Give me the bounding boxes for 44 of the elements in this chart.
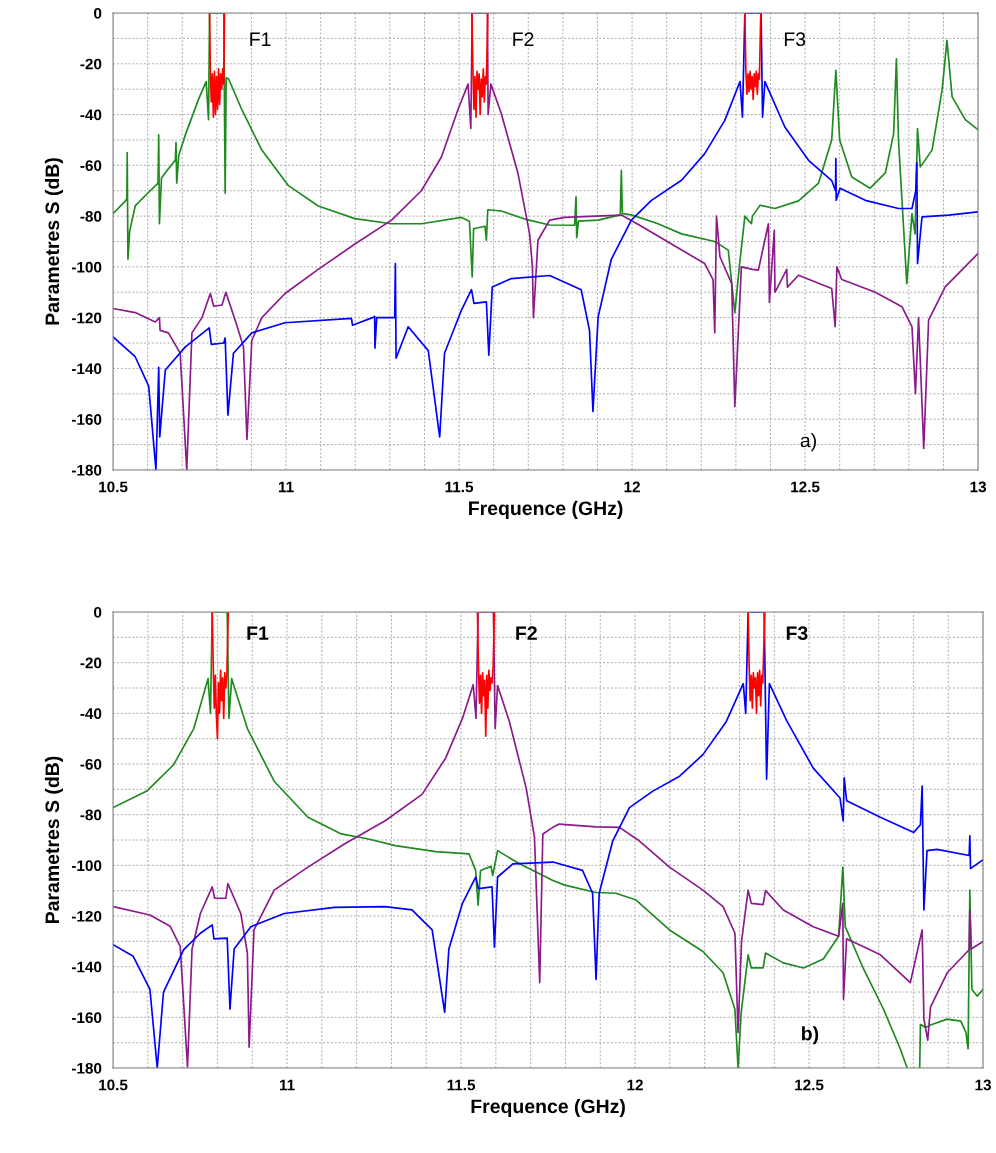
y-tick-label: -80 bbox=[80, 809, 102, 821]
y-tick-label: -100 bbox=[71, 261, 102, 273]
y-tick-label: -20 bbox=[80, 657, 102, 669]
y-tick-label: -120 bbox=[71, 910, 102, 922]
y-tick-label: 0 bbox=[94, 606, 102, 618]
y-tick-label: 0 bbox=[94, 7, 102, 19]
x-tick-label: 10.5 bbox=[99, 481, 128, 493]
x-tick-label: 13 bbox=[975, 1079, 991, 1091]
annotation: F3 bbox=[786, 626, 808, 641]
annotation: F3 bbox=[784, 32, 806, 47]
annotation: F1 bbox=[250, 32, 271, 46]
y-tick-label: -140 bbox=[71, 961, 102, 973]
y-tick-label: -60 bbox=[80, 160, 102, 172]
annotation: F1 bbox=[247, 626, 269, 640]
x-tick-label: 12.5 bbox=[791, 481, 820, 493]
x-axis-title: Frequence (GHz) bbox=[471, 1098, 625, 1118]
y-tick-label: -40 bbox=[80, 109, 102, 121]
annotation: F2 bbox=[516, 626, 537, 640]
y-tick-label: -180 bbox=[71, 1062, 102, 1074]
y-tick-label: -40 bbox=[80, 708, 102, 720]
y-axis-title: Parametres S (dB) bbox=[44, 756, 64, 924]
x-tick-label: 11 bbox=[278, 481, 294, 493]
y-tick-label: -20 bbox=[80, 58, 102, 70]
x-tick-label: 11.5 bbox=[447, 1079, 476, 1091]
annotation: b) bbox=[802, 1026, 819, 1045]
annotation: F2 bbox=[513, 32, 534, 46]
y-tick-label: -180 bbox=[71, 464, 102, 476]
x-tick-label: 12 bbox=[627, 1079, 643, 1091]
x-axis-title: Frequence (GHz) bbox=[469, 500, 623, 519]
y-tick-label: -100 bbox=[71, 860, 102, 872]
y-tick-label: -160 bbox=[71, 1012, 102, 1024]
x-tick-label: 12.5 bbox=[795, 1079, 824, 1091]
x-tick-label: 10.5 bbox=[99, 1079, 128, 1091]
x-tick-label: 13 bbox=[970, 481, 987, 493]
x-tick-label: 12 bbox=[624, 481, 640, 493]
x-tick-label: 11 bbox=[279, 1079, 295, 1091]
x-tick-label: 11.5 bbox=[445, 481, 474, 493]
y-tick-label: -160 bbox=[71, 414, 102, 425]
annotation: a) bbox=[800, 433, 816, 452]
y-tick-label: -60 bbox=[80, 758, 102, 770]
y-tick-label: -80 bbox=[80, 210, 102, 222]
y-tick-label: -120 bbox=[71, 312, 102, 324]
y-tick-label: -140 bbox=[71, 363, 102, 375]
y-axis-title: Parametres S (dB) bbox=[44, 158, 64, 325]
